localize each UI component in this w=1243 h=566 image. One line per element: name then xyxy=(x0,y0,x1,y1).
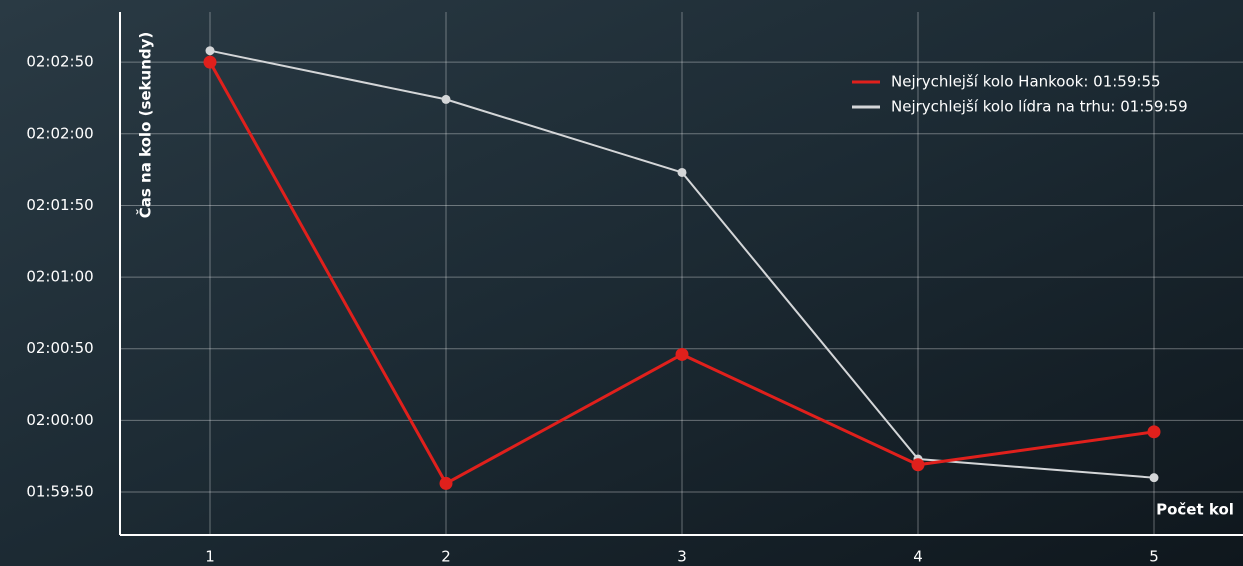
legend-label: Nejrychlejší kolo Hankook: 01:59:55 xyxy=(891,73,1161,91)
y-tick-label: 02:02:00 xyxy=(26,124,93,142)
y-tick-label: 02:00:50 xyxy=(26,339,93,357)
legend-label: Nejrychlejší kolo lídra na trhu: 01:59:5… xyxy=(891,98,1188,116)
x-tick-label: 2 xyxy=(441,548,451,566)
data-point xyxy=(1147,425,1161,439)
data-point xyxy=(675,347,689,361)
x-tick-label: 5 xyxy=(1149,548,1159,566)
data-point xyxy=(205,46,215,56)
y-tick-label: 02:00:00 xyxy=(26,411,93,429)
data-point xyxy=(911,458,925,472)
y-axis-title: Čas na kolo (sekundy) xyxy=(136,32,155,219)
x-tick-label: 3 xyxy=(677,548,687,566)
y-tick-label: 01:59:50 xyxy=(26,483,93,501)
x-tick-label: 1 xyxy=(205,548,215,566)
data-point xyxy=(439,476,453,490)
y-tick-label: 02:02:50 xyxy=(26,53,93,71)
data-point xyxy=(1149,473,1159,483)
x-axis-title: Počet kol xyxy=(1156,501,1234,519)
data-point xyxy=(203,55,217,69)
y-tick-label: 02:01:00 xyxy=(26,268,93,286)
y-tick-label: 02:01:50 xyxy=(26,196,93,214)
data-point xyxy=(441,94,451,104)
x-tick-label: 4 xyxy=(913,548,923,566)
data-point xyxy=(677,167,687,177)
